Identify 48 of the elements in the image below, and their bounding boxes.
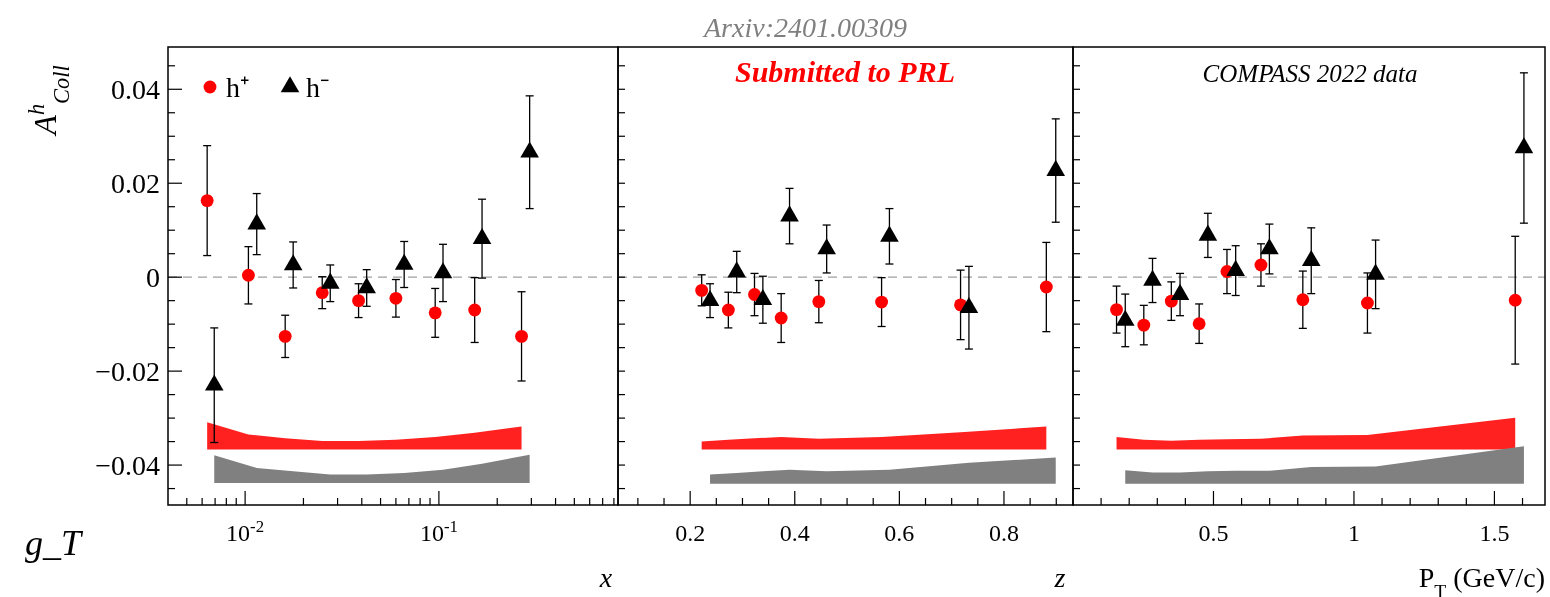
- point: [1260, 238, 1279, 255]
- x-axis-title: z: [1053, 562, 1066, 593]
- x-tick-label: 10$^{-1}$: [419, 516, 458, 546]
- annotation: COMPASS 2022 data: [1202, 60, 1418, 87]
- point: [721, 303, 735, 317]
- x-tick-label: 0.8: [988, 520, 1019, 546]
- point: [1366, 263, 1385, 280]
- y-tick-label: 0.02: [111, 168, 160, 200]
- point: [880, 225, 899, 242]
- point: [727, 261, 747, 278]
- x-axis-title: x: [598, 562, 613, 593]
- y-tick-label: −0.02: [95, 355, 160, 387]
- chart-title: Arxiv:2401.00309: [702, 12, 907, 43]
- legend-label: h⁻: [306, 71, 329, 103]
- point: [1137, 318, 1151, 332]
- point: [1192, 317, 1206, 331]
- point: [1226, 259, 1245, 276]
- point: [780, 205, 799, 222]
- point: [1198, 224, 1218, 241]
- y-tick-label: −0.04: [95, 449, 160, 481]
- point: [1254, 258, 1268, 272]
- y-tick-label: 0.04: [111, 74, 160, 106]
- point: [1361, 296, 1374, 310]
- point: [748, 288, 761, 301]
- point: [1046, 159, 1066, 176]
- point: [817, 238, 836, 255]
- annotation: Submitted to PRL: [734, 55, 956, 88]
- point: [1143, 269, 1162, 286]
- point: [812, 295, 826, 309]
- point: [695, 283, 709, 297]
- x-tick-label: 0.4: [779, 520, 810, 546]
- x-tick-label: 0.6: [884, 520, 915, 546]
- point: [1296, 293, 1310, 307]
- legend-label: h⁺: [226, 71, 249, 103]
- point: [774, 311, 788, 325]
- y-tick-label: 0: [146, 261, 160, 293]
- point: [1110, 303, 1123, 317]
- point: [1301, 249, 1321, 267]
- point: [1039, 280, 1053, 294]
- x-tick-label: 10$^{-2}$: [226, 516, 265, 546]
- x-tick-label: 0.5: [1198, 520, 1229, 546]
- x-tick-label: 1.5: [1479, 520, 1510, 546]
- x-tick-label: 0.2: [675, 520, 706, 546]
- text: g_T: [25, 523, 84, 563]
- x-tick-label: 1: [1347, 520, 1360, 546]
- x-axis-title: P$_{T}$ (GeV/c): [1418, 562, 1545, 597]
- point: [875, 295, 889, 309]
- point: [1508, 293, 1522, 307]
